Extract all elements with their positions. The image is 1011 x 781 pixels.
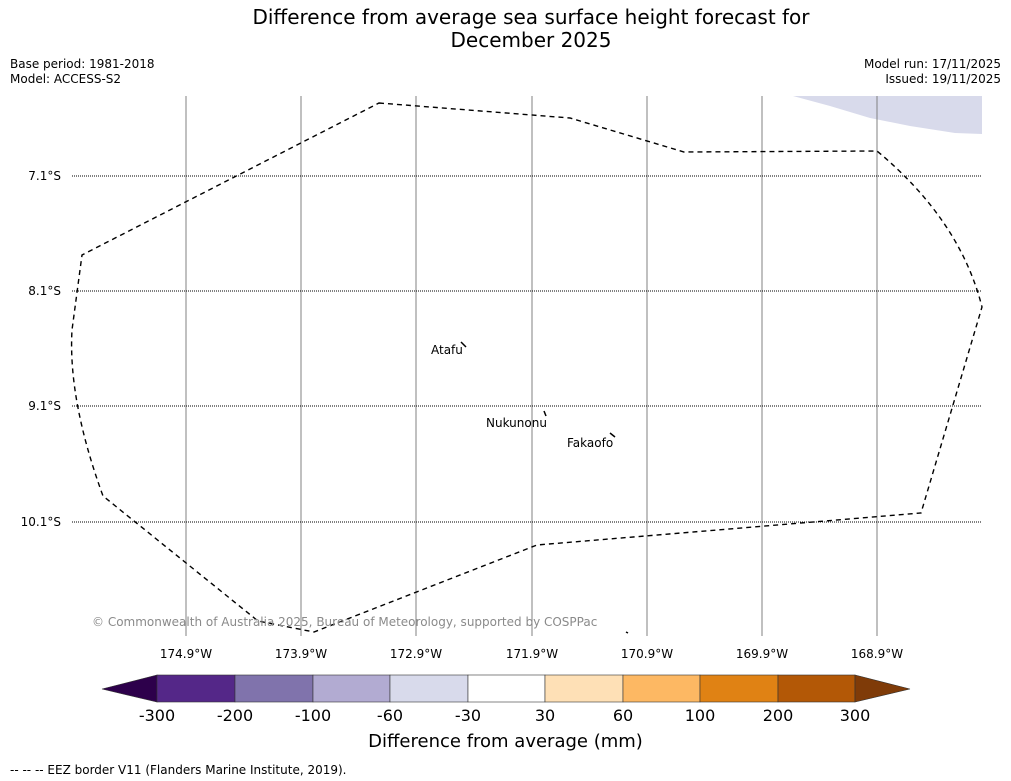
colorbar-segment-7 xyxy=(622,674,701,703)
eez-legend: -- -- -- EEZ border V11 (Flanders Marine… xyxy=(10,763,347,777)
colorbar-segment-2 xyxy=(234,674,314,703)
colorbar-tick-5: -30 xyxy=(454,706,482,725)
lon-label-169-9: 169.9°W xyxy=(735,647,789,661)
model-run: Model run: 17/11/2025 xyxy=(863,57,1001,71)
title-line-1: Difference from average sea surface heig… xyxy=(252,5,810,29)
lat-label-10-1: 10.1°S xyxy=(20,515,61,529)
colorbar-segment-9 xyxy=(777,674,856,703)
base-period: Base period: 1981-2018 xyxy=(10,57,155,71)
meridian-lines xyxy=(185,96,878,636)
colorbar-tick-9: 200 xyxy=(762,706,794,725)
parallel-lines xyxy=(72,175,982,523)
meta-right: Model run: 17/11/2025 Issued: 19/11/2025 xyxy=(864,57,1001,87)
lat-label-8-1: 8.1°S xyxy=(28,284,61,298)
meta-left: Base period: 1981-2018 Model: ACCESS-S2 xyxy=(10,57,155,87)
map-title: Difference from average sea surface heig… xyxy=(0,6,1011,52)
small-island xyxy=(625,631,629,634)
colorbar-tick-10: 300 xyxy=(839,706,871,725)
eez-border xyxy=(70,102,983,633)
lon-label-170-9: 170.9°W xyxy=(620,647,674,661)
colorbar-extend-high xyxy=(854,674,911,703)
anomaly-patch xyxy=(793,96,982,134)
title-line-2: December 2025 xyxy=(450,28,612,52)
fakaofo-island xyxy=(609,432,616,438)
colorbar-tick-4: -60 xyxy=(376,706,404,725)
colorbar-tick-6: 30 xyxy=(534,706,556,725)
issued-date: Issued: 19/11/2025 xyxy=(885,72,1001,86)
place-atafu: Atafu xyxy=(431,343,463,357)
lon-label-171-9: 171.9°W xyxy=(505,647,559,661)
place-fakaofo: Fakaofo xyxy=(567,436,614,450)
colorbar-tick-7: 60 xyxy=(612,706,634,725)
lon-label-172-9: 172.9°W xyxy=(389,647,443,661)
colorbar-segment-4 xyxy=(389,674,469,703)
colorbar-extend-low xyxy=(101,674,158,703)
lon-label-168-9: 168.9°W xyxy=(850,647,904,661)
colorbar-segment-1 xyxy=(156,674,236,703)
lat-label-7-1: 7.1°S xyxy=(28,169,61,183)
colorbar xyxy=(101,674,911,703)
nukunonu-island xyxy=(543,410,547,417)
copyright-notice: © Commonwealth of Australia 2025, Bureau… xyxy=(92,615,598,629)
colorbar-label: Difference from average (mm) xyxy=(368,731,643,752)
lon-label-174-9: 174.9°W xyxy=(159,647,213,661)
lon-label-173-9: 173.9°W xyxy=(274,647,328,661)
lat-label-9-1: 9.1°S xyxy=(28,399,61,413)
colorbar-tick-1: -300 xyxy=(138,706,176,725)
colorbar-tick-2: -200 xyxy=(216,706,254,725)
colorbar-tick-3: -100 xyxy=(294,706,332,725)
colorbar-segment-6 xyxy=(544,674,624,703)
colorbar-segment-5 xyxy=(467,674,546,703)
model-name: Model: ACCESS-S2 xyxy=(10,72,122,86)
colorbar-segment-3 xyxy=(312,674,391,703)
colorbar-segment-8 xyxy=(699,674,779,703)
colorbar-tick-8: 100 xyxy=(684,706,716,725)
place-nukunonu: Nukunonu xyxy=(486,416,547,430)
atafu-island xyxy=(460,341,467,348)
